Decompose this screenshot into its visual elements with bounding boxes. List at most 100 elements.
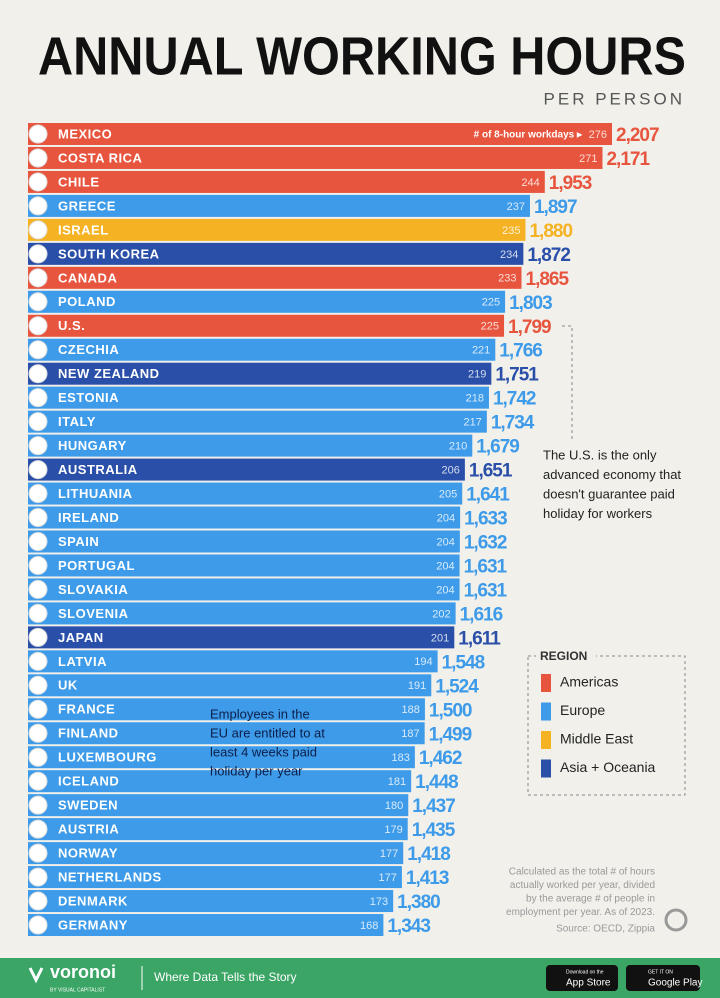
flag bbox=[28, 555, 48, 575]
category-label: JAPAN bbox=[58, 630, 104, 645]
value-label: 1,651 bbox=[469, 461, 513, 482]
value-label: 1,631 bbox=[464, 580, 508, 601]
category-label: FINLAND bbox=[58, 726, 119, 741]
workdays-label: 168 bbox=[360, 920, 378, 932]
workdays-label: 177 bbox=[379, 872, 397, 884]
bar bbox=[28, 530, 460, 553]
workdays-label: 218 bbox=[466, 393, 484, 405]
value-label: 2,171 bbox=[606, 149, 650, 170]
bar bbox=[28, 410, 487, 433]
workdays-label: 225 bbox=[481, 321, 499, 333]
workdays-label: 204 bbox=[436, 536, 454, 548]
google-play-button[interactable] bbox=[626, 965, 700, 991]
flag bbox=[28, 771, 48, 791]
value-label: 1,448 bbox=[415, 772, 458, 793]
app-store-button[interactable] bbox=[546, 965, 618, 991]
bar bbox=[28, 650, 438, 673]
workdays-label: 235 bbox=[502, 225, 520, 237]
value-label: 1,548 bbox=[442, 652, 485, 673]
flag bbox=[28, 579, 48, 599]
value-label: 1,524 bbox=[435, 676, 479, 697]
category-label: HUNGARY bbox=[58, 438, 127, 453]
workdays-label: 219 bbox=[468, 369, 486, 381]
annotation: doesn't guarantee paid bbox=[543, 486, 675, 501]
bar bbox=[28, 458, 465, 481]
flag bbox=[28, 244, 48, 264]
flag bbox=[28, 460, 48, 480]
source: Source: OECD, Zippia bbox=[556, 924, 655, 935]
category-label: LITHUANIA bbox=[58, 486, 133, 501]
flag bbox=[28, 651, 48, 671]
bar bbox=[28, 170, 545, 193]
flag bbox=[28, 412, 48, 432]
workdays-label: 271 bbox=[579, 153, 597, 165]
flag bbox=[28, 819, 48, 839]
category-label: AUSTRALIA bbox=[58, 462, 138, 477]
note: actually worked per year, divided bbox=[510, 880, 655, 891]
category-label: NORWAY bbox=[58, 846, 118, 861]
flag bbox=[28, 148, 48, 168]
legend-label: Americas bbox=[560, 674, 618, 690]
workdays-label: 210 bbox=[449, 441, 467, 453]
workdays-label: 204 bbox=[437, 512, 455, 524]
workdays-label: 204 bbox=[436, 560, 454, 572]
annotation: advanced economy that bbox=[543, 467, 681, 482]
bar bbox=[28, 578, 460, 601]
workdays-label: 181 bbox=[388, 776, 406, 788]
legend-label: Europe bbox=[560, 702, 605, 718]
category-label: SPAIN bbox=[58, 534, 99, 549]
category-label: U.S. bbox=[58, 318, 85, 333]
legend-swatch bbox=[541, 731, 551, 749]
category-label: IRELAND bbox=[58, 510, 119, 525]
flag bbox=[28, 172, 48, 192]
flag bbox=[28, 627, 48, 647]
bar bbox=[28, 482, 463, 505]
bar bbox=[28, 123, 612, 145]
workdays-label: 173 bbox=[370, 896, 388, 908]
legend-swatch bbox=[541, 674, 551, 692]
value-label: 1,413 bbox=[406, 868, 449, 889]
bar bbox=[28, 242, 524, 265]
category-label: PORTUGAL bbox=[58, 558, 135, 573]
category-label: SWEDEN bbox=[58, 798, 118, 813]
workdays-label: 202 bbox=[432, 608, 450, 620]
workdays-label: 183 bbox=[392, 752, 410, 764]
bar bbox=[28, 218, 526, 241]
bar bbox=[28, 290, 506, 313]
workdays-label: 201 bbox=[431, 632, 449, 644]
category-label: DENMARK bbox=[58, 893, 128, 908]
value-label: 1,872 bbox=[527, 245, 570, 266]
flag bbox=[28, 220, 48, 240]
value-label: 1,418 bbox=[407, 844, 450, 865]
value-label: 1,435 bbox=[412, 820, 456, 841]
bar bbox=[28, 266, 522, 289]
workdays-label: 179 bbox=[384, 824, 402, 836]
flag bbox=[28, 388, 48, 408]
note: Calculated as the total # of hours bbox=[509, 867, 655, 878]
bar bbox=[28, 338, 496, 361]
bar bbox=[28, 602, 456, 625]
value-label: 1,880 bbox=[529, 221, 572, 242]
annotation: Employees in the bbox=[210, 706, 310, 721]
annotation: EU are entitled to at bbox=[210, 725, 325, 740]
app-store-small: Download on the bbox=[566, 969, 604, 975]
legend-swatch bbox=[541, 702, 551, 721]
bar bbox=[28, 866, 402, 889]
workdays-label: 217 bbox=[463, 417, 481, 429]
category-label: MEXICO bbox=[58, 126, 112, 141]
category-label: NETHERLANDS bbox=[58, 870, 162, 885]
value-label: 1,632 bbox=[464, 533, 507, 554]
flag bbox=[28, 340, 48, 360]
value-label: 1,616 bbox=[460, 604, 503, 625]
flag bbox=[28, 699, 48, 719]
bar bbox=[28, 890, 394, 913]
value-label: 1,641 bbox=[466, 485, 510, 506]
value-label: 1,742 bbox=[493, 389, 536, 410]
flag bbox=[28, 316, 48, 336]
workdays-label: 276 bbox=[589, 129, 607, 141]
category-label: LATVIA bbox=[58, 654, 107, 669]
workdays-label: 191 bbox=[408, 680, 426, 692]
workdays-label: 194 bbox=[414, 656, 432, 668]
category-label: COSTA RICA bbox=[58, 150, 143, 165]
category-label: CANADA bbox=[58, 270, 117, 285]
